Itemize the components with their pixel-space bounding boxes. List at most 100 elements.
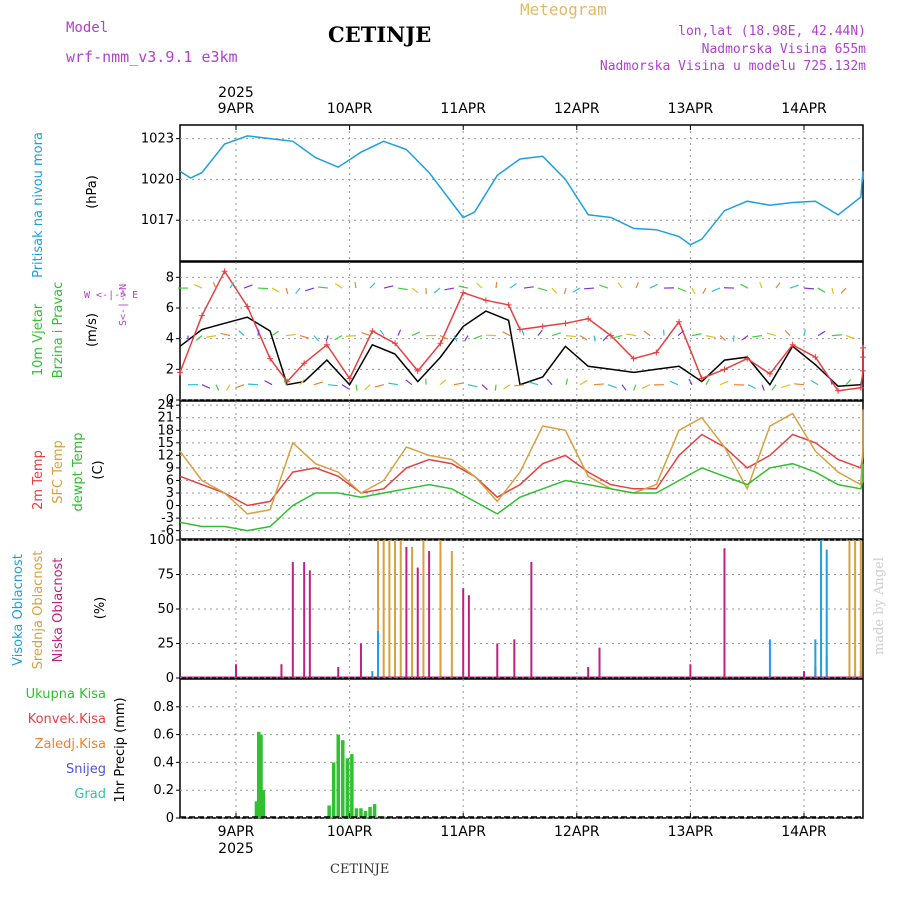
wind-arrow — [369, 282, 376, 289]
wind-arrow — [346, 335, 357, 337]
pressure-unit: (hPa) — [85, 175, 100, 209]
wind-arrow — [411, 287, 419, 294]
meteogram-title: Meteogram — [520, 0, 607, 19]
wind-arrow — [747, 384, 756, 390]
wind-arrow — [789, 284, 799, 289]
day-label-top: 9APR — [218, 101, 255, 117]
cloud-bar — [854, 540, 857, 678]
precip-ytick-label: 0.6 — [153, 728, 174, 743]
wind-arrow — [361, 331, 371, 337]
wind-arrow — [599, 284, 609, 289]
cloud-unit: (%) — [93, 597, 108, 620]
wind-arrow — [453, 335, 458, 342]
wind-arrow — [388, 382, 399, 386]
wind-arrow — [830, 378, 833, 385]
wind-arrow — [817, 287, 826, 293]
cloud-bar — [513, 639, 516, 678]
wind-arrow — [702, 287, 707, 295]
wind-unit: (m/s) — [85, 313, 100, 347]
gust-marker — [460, 289, 467, 296]
temperature-series-sfc-temp — [179, 409, 864, 515]
day-label-top: 14APR — [781, 101, 827, 117]
year-label-top: 2025 — [218, 85, 254, 101]
wind-arrow — [238, 330, 245, 337]
wind-ytick-label: 8 — [166, 270, 174, 285]
wind-arrow — [643, 330, 651, 337]
temperature-series-2m-temp — [179, 433, 864, 507]
wind-arrow — [201, 384, 211, 389]
pressure-ytick-label: 1020 — [141, 172, 174, 187]
cloud-bar — [439, 540, 442, 678]
wind-arrow — [759, 282, 763, 289]
temperature-ytick-label: 9 — [166, 461, 174, 476]
model-name: wrf-nmm_v3.9.1 e3km — [66, 48, 238, 66]
wind-arrow — [295, 287, 301, 294]
pressure-label: Pritisak na nivou mora — [31, 132, 46, 278]
wind-arrow — [563, 287, 567, 295]
cloud-bar — [291, 562, 294, 678]
wind-arrow — [612, 335, 623, 339]
model-altitude-label: Nadmorska Visina u modelu 725.132m — [599, 59, 866, 74]
pressure-ytick-label: 1023 — [141, 132, 174, 147]
pressure-frame — [179, 124, 864, 262]
gust-marker — [789, 341, 796, 348]
gust-marker — [414, 367, 421, 374]
gust-marker — [267, 355, 274, 362]
gust-marker — [369, 328, 376, 334]
wind-arrow — [299, 378, 305, 386]
temperature-ytick-label: 0 — [166, 499, 174, 514]
gust-marker — [744, 355, 751, 362]
wind-arrow — [537, 287, 548, 292]
wind-arrow — [845, 379, 852, 386]
wind-arrow — [781, 384, 791, 389]
cloud-bar — [598, 647, 601, 678]
precip-bar — [363, 811, 368, 818]
gust-marker — [392, 340, 399, 347]
cloud-bar — [303, 562, 306, 678]
temperature-series-dewpt-temp — [179, 462, 864, 532]
gust-marker — [244, 303, 251, 310]
wind-arrow — [313, 381, 324, 386]
temp-label2: SFC Temp — [51, 440, 66, 504]
cloud-ytick-label: 25 — [157, 637, 174, 652]
station-title: CETINJE — [328, 22, 432, 47]
day-label-top: 11APR — [440, 101, 486, 117]
wind-arrow — [439, 379, 447, 386]
wind-arrow — [677, 287, 687, 293]
wind-arrow — [225, 384, 231, 391]
pressure-series-mslp — [179, 135, 864, 246]
wind-arrow — [514, 384, 525, 387]
wind-arrow — [193, 283, 203, 289]
wind-arrow — [711, 287, 721, 292]
day-label-bottom: 13APR — [668, 824, 714, 840]
cloud-bar — [394, 540, 397, 678]
wind-arrow — [458, 285, 469, 289]
wind-arrow — [444, 287, 455, 291]
precip-bar — [331, 762, 336, 818]
cloud-bar — [280, 664, 283, 678]
precip-frame — [179, 678, 864, 819]
wind-arrow — [688, 378, 693, 385]
gust-marker — [607, 332, 614, 339]
wind-ytick-label: 6 — [166, 301, 174, 316]
wind-arrow — [633, 384, 637, 391]
wind-arrow — [635, 282, 639, 289]
cloud-bar — [377, 540, 379, 678]
wind-arrow — [473, 335, 483, 340]
wind-arrow — [771, 384, 777, 391]
gust-marker — [860, 344, 866, 351]
wind-arrow — [523, 286, 534, 289]
wind-arrow — [397, 329, 402, 336]
gust-marker — [766, 370, 773, 377]
gust-marker — [860, 367, 866, 374]
wind-arrow — [374, 384, 385, 388]
lonlat-label: lon,lat (18.98E, 42.44N) — [678, 24, 866, 39]
wind-arrow — [257, 287, 268, 290]
cloud-bar — [814, 639, 817, 678]
wind-arrow — [691, 287, 696, 295]
wind-label2: Brzina i Pravac — [51, 282, 66, 379]
precip-legend-total: Ukupna Kisa — [26, 687, 106, 702]
wind-arrow — [318, 286, 329, 289]
cloud-bar — [235, 664, 237, 678]
cloud-bar — [450, 551, 453, 678]
